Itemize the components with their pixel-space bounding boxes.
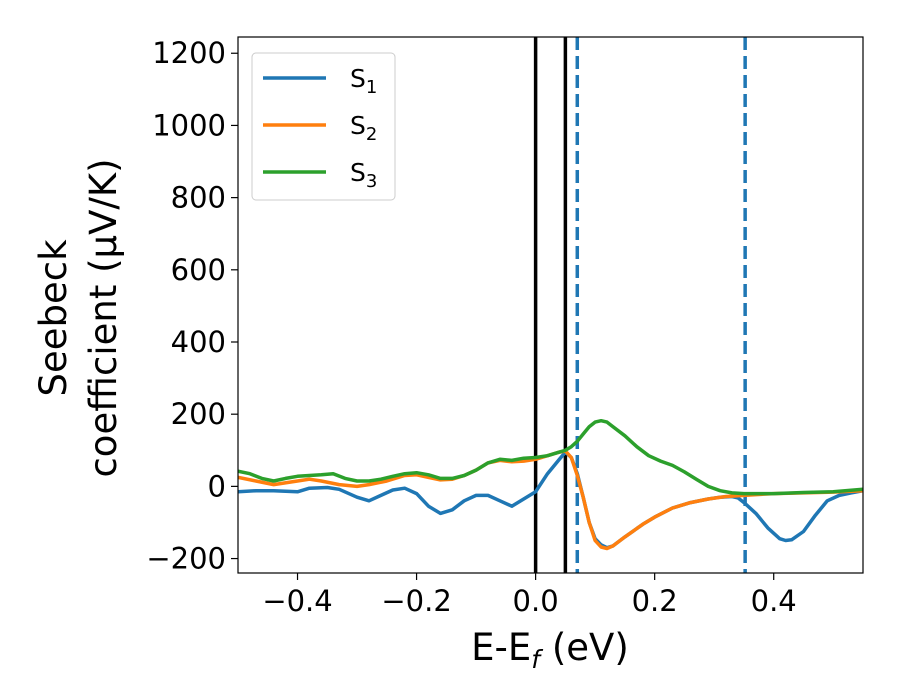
legend-label-subscript: 2: [366, 124, 377, 145]
series-line-s3: [238, 418, 863, 496]
legend-label-s3: S3: [350, 158, 377, 192]
vertical-reference-lines: [533, 37, 747, 573]
x-axis-title-unit: (eV): [540, 626, 629, 669]
y-tick-label: 1000: [152, 108, 226, 142]
series-line-s1: [238, 450, 863, 550]
legend-label-s1: S1: [350, 64, 377, 98]
x-tick-label: 0.0: [513, 584, 559, 618]
legend-label-name: S: [350, 158, 366, 187]
legend-label-s2: S2: [350, 111, 377, 145]
y-axis-ticks: −200 0 200 400 600 800 1000 1200: [146, 36, 238, 576]
legend-label-subscript: 3: [366, 171, 377, 192]
y-tick-label: 1200: [152, 36, 226, 70]
y-tick-label: 200: [171, 397, 226, 431]
series-line-s2: [238, 449, 863, 551]
x-tick-label: −0.4: [262, 584, 332, 618]
x-axis-ticks: −0.4 −0.2 0.0 0.2 0.4: [262, 573, 797, 618]
legend-label-name: S: [350, 111, 366, 140]
x-axis-title: E-Ef (eV): [471, 626, 629, 674]
y-axis-title: Seebeck coefficient (μV/K): [32, 158, 125, 477]
y-tick-label: 0: [208, 469, 226, 503]
y-tick-label: 800: [171, 181, 226, 215]
y-axis-title-line1: Seebeck: [32, 239, 75, 397]
x-tick-label: 0.4: [751, 584, 797, 618]
y-tick-label: −200: [146, 542, 226, 576]
y-tick-label: 400: [171, 325, 226, 359]
series-lines: [238, 418, 863, 551]
y-axis-title-line2: coefficient (μV/K): [82, 158, 125, 477]
x-tick-label: −0.2: [381, 584, 451, 618]
y-tick-label: 600: [171, 253, 226, 287]
x-axis-title-main: E-E: [471, 626, 531, 669]
x-tick-label: 0.2: [632, 584, 678, 618]
legend-label-subscript: 1: [366, 77, 377, 98]
legend-label-name: S: [350, 64, 366, 93]
plot-frame: [237, 36, 864, 574]
